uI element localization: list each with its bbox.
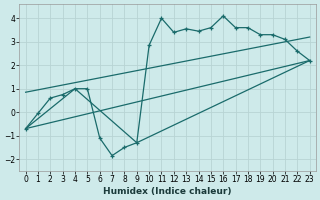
X-axis label: Humidex (Indice chaleur): Humidex (Indice chaleur)	[103, 187, 232, 196]
